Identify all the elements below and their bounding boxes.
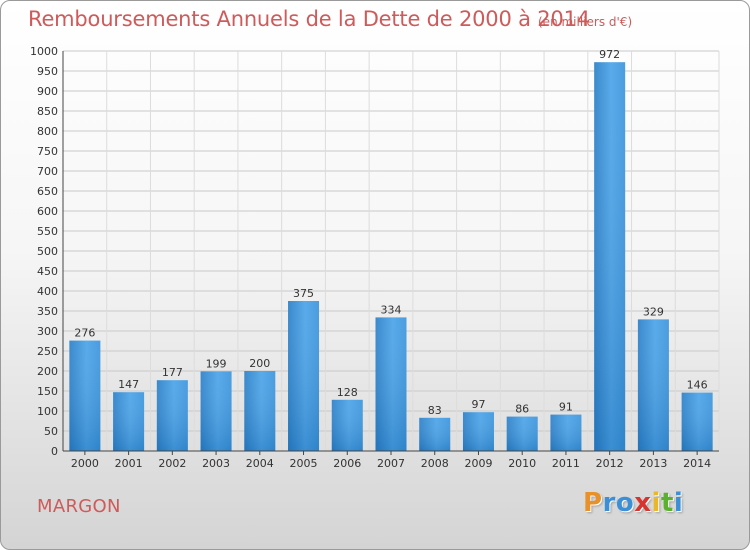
value-label: 334 [381, 303, 402, 316]
value-label: 97 [471, 398, 485, 411]
y-tick-label: 550 [37, 225, 58, 238]
value-label: 91 [559, 401, 573, 414]
y-tick-label: 700 [37, 165, 58, 178]
value-label: 199 [206, 357, 227, 370]
bar-shade [156, 380, 188, 451]
bar-shade [69, 340, 101, 451]
y-tick-label: 100 [37, 405, 58, 418]
y-tick-label: 500 [37, 245, 58, 258]
y-tick-label: 250 [37, 345, 58, 358]
x-tick-label: 2009 [464, 457, 492, 470]
value-label: 146 [687, 379, 708, 392]
bar-shade [462, 412, 494, 451]
value-label: 83 [428, 404, 442, 417]
bar-shade [637, 319, 669, 451]
value-label: 147 [118, 378, 139, 391]
bar-shade [506, 416, 538, 451]
y-tick-label: 450 [37, 265, 58, 278]
axis-layer: 0 50 100 150 200 250 300 350 400 450 500 550 600 650 7… [30, 45, 719, 470]
value-label: 177 [162, 366, 183, 379]
bar-shade [113, 392, 145, 451]
bar-shade [375, 317, 407, 451]
y-tick-label: 750 [37, 145, 58, 158]
x-tick-label: 2007 [377, 457, 405, 470]
bar-shade [244, 371, 276, 451]
y-tick-label: 200 [37, 365, 58, 378]
y-tick-label: 950 [37, 65, 58, 78]
logo-letter: x [634, 488, 652, 518]
y-tick-label: 1000 [30, 45, 58, 58]
value-label: 329 [643, 305, 664, 318]
logo-letter: P [583, 488, 603, 518]
bar-shade [681, 392, 713, 451]
y-tick-label: 0 [51, 445, 58, 458]
x-tick-label: 2001 [115, 457, 143, 470]
y-tick-label: 50 [44, 425, 58, 438]
y-tick-label: 350 [37, 305, 58, 318]
y-tick-label: 600 [37, 205, 58, 218]
y-tick-label: 300 [37, 325, 58, 338]
x-tick-label: 2005 [290, 457, 318, 470]
y-tick-label: 650 [37, 185, 58, 198]
x-tick-label: 2014 [683, 457, 711, 470]
bar-shade [419, 417, 451, 451]
x-tick-label: 2003 [202, 457, 230, 470]
bar-shade [594, 62, 626, 451]
y-tick-label: 850 [37, 105, 58, 118]
value-label: 200 [249, 357, 270, 370]
logo-letter: r [602, 488, 616, 518]
y-tick-label: 800 [37, 125, 58, 138]
commune-name: MARGON [37, 496, 121, 517]
bar-shade [200, 371, 232, 451]
x-tick-label: 2006 [333, 457, 361, 470]
y-tick-label: 900 [37, 85, 58, 98]
logo-letter: i [651, 488, 661, 518]
x-tick-label: 2012 [596, 457, 624, 470]
y-tick-label: 400 [37, 285, 58, 298]
bar-shade [550, 414, 582, 451]
logo-letter: t [660, 488, 674, 518]
value-label: 276 [74, 327, 95, 340]
x-tick-label: 2000 [71, 457, 99, 470]
value-label: 972 [599, 48, 620, 61]
x-tick-label: 2004 [246, 457, 274, 470]
x-tick-label: 2002 [158, 457, 186, 470]
x-tick-label: 2013 [639, 457, 667, 470]
x-tick-label: 2010 [508, 457, 536, 470]
value-label: 375 [293, 287, 314, 300]
logo-letter: o [615, 488, 635, 518]
logo-letter: i [673, 488, 684, 518]
bar-layer [69, 62, 713, 451]
x-tick-label: 2011 [552, 457, 580, 470]
x-tick-label: 2008 [421, 457, 449, 470]
bar-shade [331, 399, 363, 451]
y-tick-label: 150 [37, 385, 58, 398]
value-label: 86 [515, 403, 529, 416]
value-label: 128 [337, 386, 358, 399]
chart-subtitle: (en milliers d'€) [538, 15, 633, 29]
bar-shade [288, 301, 320, 451]
proxiti-logo: Proxiti [583, 488, 683, 518]
chart-title: Remboursements Annuels de la Dette de 20… [28, 7, 590, 31]
